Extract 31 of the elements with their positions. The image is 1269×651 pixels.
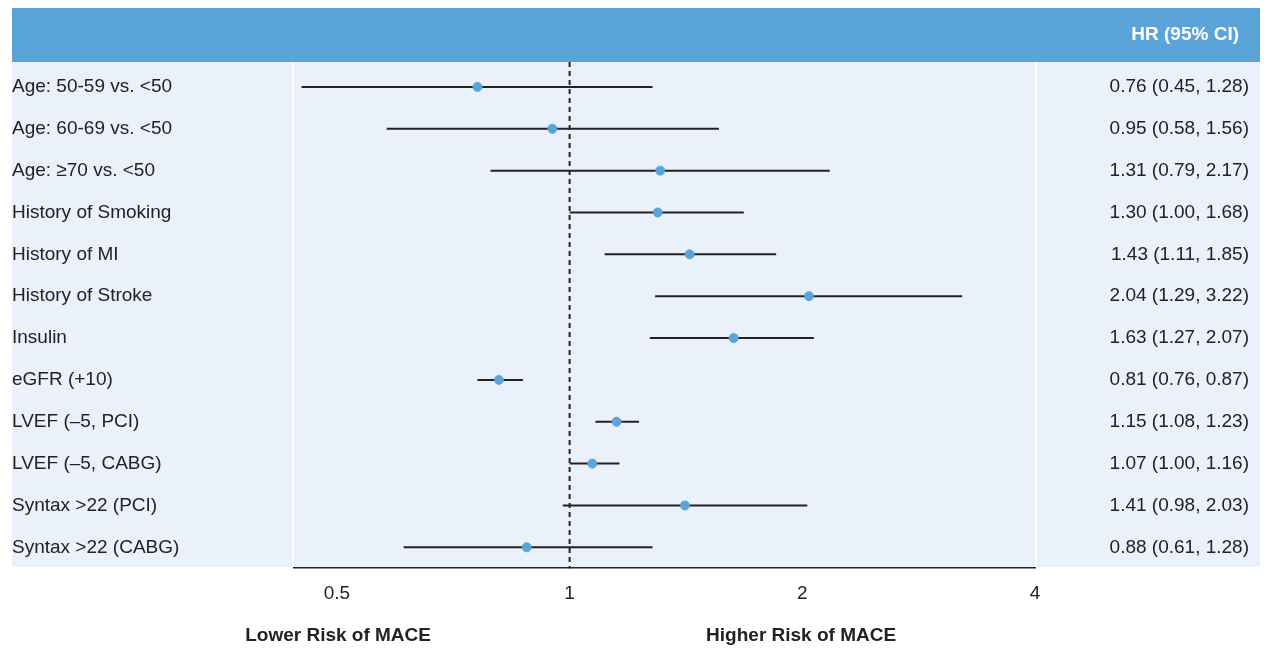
x-tick-label: 2 bbox=[797, 581, 808, 603]
data-label: 1.41 (0.98, 2.03) bbox=[1109, 493, 1249, 515]
data-label: 1.07 (1.00, 1.16) bbox=[1109, 451, 1249, 473]
data-label: 1.63 (1.27, 2.07) bbox=[1109, 326, 1249, 348]
text: Higher Risk of MACE bbox=[706, 624, 897, 646]
y-tick-label: LVEF (–5, CABG) bbox=[12, 451, 162, 473]
x-tick-label: 4 bbox=[1029, 581, 1041, 603]
data-label: 1.43 (1.11, 1.85) bbox=[1110, 242, 1249, 264]
x-tick-label: 0.5 bbox=[323, 581, 351, 603]
x-tick-label: 1 bbox=[564, 581, 575, 603]
data-label: 0.81 (0.76, 0.87) bbox=[1109, 368, 1249, 390]
y-tick-label: History of MI bbox=[12, 242, 119, 264]
y-tick-label: History of Stroke bbox=[12, 284, 153, 306]
data-label: 1.15 (1.08, 1.23) bbox=[1109, 409, 1249, 431]
y-tick-label: Age: 50-59 vs. <50 bbox=[12, 75, 173, 97]
data-label: 1.31 (0.79, 2.17) bbox=[1109, 158, 1249, 180]
y-tick-label: Age: 60-69 vs. <50 bbox=[12, 117, 173, 139]
y-tick-label: Age: ≥70 vs. <50 bbox=[12, 158, 155, 180]
data-label: 0.88 (0.61, 1.28) bbox=[1109, 535, 1249, 557]
y-tick-label: History of Smoking bbox=[12, 200, 172, 222]
y-tick-label: Syntax >22 (PCI) bbox=[12, 493, 158, 515]
data-label: 1.30 (1.00, 1.68) bbox=[1109, 200, 1249, 222]
y-tick-label: Insulin bbox=[12, 326, 67, 348]
data-label: 0.95 (0.58, 1.56) bbox=[1109, 117, 1249, 139]
y-tick-label: LVEF (–5, PCI) bbox=[12, 409, 140, 431]
text: HR (95% CI) bbox=[1131, 23, 1239, 45]
y-tick-label: eGFR (+10) bbox=[12, 368, 113, 390]
text: Lower Risk of MACE bbox=[245, 624, 431, 646]
y-tick-label: Syntax >22 (CABG) bbox=[12, 535, 180, 557]
data-label: 2.04 (1.29, 3.22) bbox=[1109, 284, 1249, 306]
data-label: 0.76 (0.45, 1.28) bbox=[1109, 75, 1249, 97]
